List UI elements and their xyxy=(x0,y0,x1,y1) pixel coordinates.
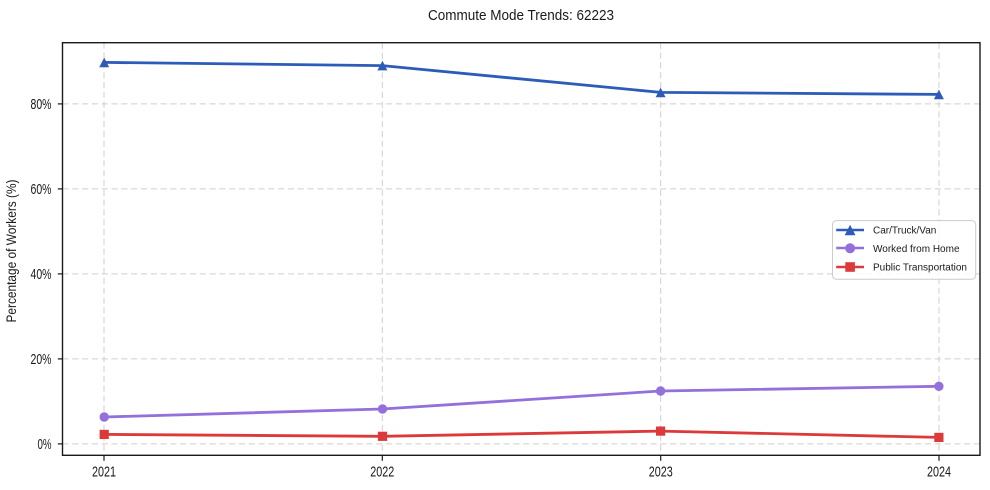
svg-text:20%: 20% xyxy=(31,351,52,368)
svg-text:2024: 2024 xyxy=(927,464,951,481)
svg-text:Worked from Home: Worked from Home xyxy=(873,244,960,255)
svg-text:Percentage of Workers (%): Percentage of Workers (%) xyxy=(4,180,19,323)
svg-text:80%: 80% xyxy=(31,96,52,113)
svg-text:2022: 2022 xyxy=(370,464,394,481)
svg-text:60%: 60% xyxy=(31,181,52,198)
svg-text:Public Transportation: Public Transportation xyxy=(873,263,967,274)
svg-text:40%: 40% xyxy=(31,266,52,283)
svg-text:2023: 2023 xyxy=(649,464,673,481)
svg-text:Commute Mode Trends: 62223: Commute Mode Trends: 62223 xyxy=(428,7,614,24)
svg-text:2021: 2021 xyxy=(92,464,116,481)
svg-text:Car/Truck/Van: Car/Truck/Van xyxy=(873,226,936,237)
svg-text:0%: 0% xyxy=(38,436,52,453)
